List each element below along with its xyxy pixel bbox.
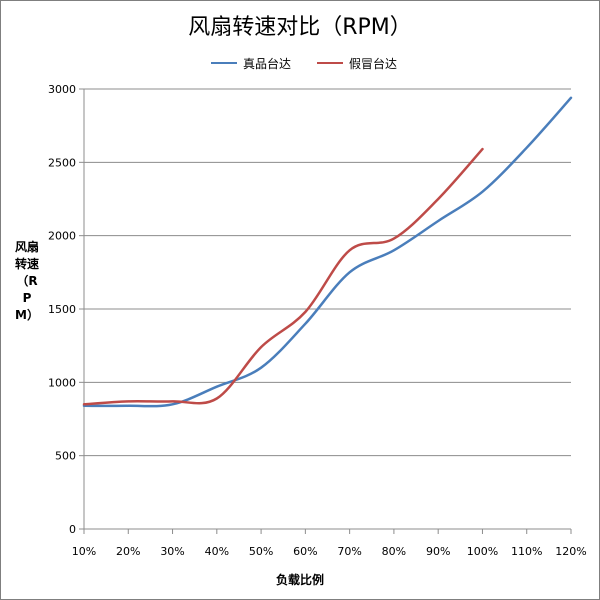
x-axis-label: 负载比例	[275, 573, 324, 587]
legend-label-series-2: 假冒台达	[349, 56, 398, 71]
x-tick-label: 120%	[555, 545, 586, 558]
x-tick-label: 110%	[511, 545, 542, 558]
legend-swatch-series-1	[211, 62, 237, 64]
y-tick-label: 2000	[48, 230, 76, 243]
y-tick-label: 500	[55, 450, 76, 463]
x-tick-label: 70%	[337, 545, 361, 558]
y-axis-label: 风扇转速（RPM）	[15, 240, 40, 322]
legend-item-series-1: 真品台达	[211, 55, 291, 72]
x-tick-label: 20%	[116, 545, 140, 558]
legend-label-series-1: 真品台达	[243, 56, 292, 71]
legend-swatch-series-2	[317, 62, 344, 64]
x-tick-label: 100%	[467, 545, 498, 558]
chart-legend: 真品台达 假冒台达	[211, 54, 397, 72]
y-tick-label: 0	[69, 523, 76, 536]
x-tick-label: 50%	[249, 545, 273, 558]
x-tick-label: 90%	[426, 545, 450, 558]
series-line-2	[82, 147, 484, 406]
x-tick-label: 10%	[72, 545, 96, 558]
y-tick-label: 2500	[48, 156, 76, 169]
x-tick-label: 40%	[205, 545, 229, 558]
y-tick-label: 1500	[48, 303, 76, 316]
series-line-1	[82, 96, 573, 408]
x-tick-label: 60%	[293, 545, 317, 558]
legend-item-series-2: 假冒台达	[317, 55, 397, 72]
y-tick-label: 1000	[48, 376, 76, 389]
chart-title: 风扇转速对比（RPM）	[188, 15, 412, 40]
x-tick-label: 80%	[382, 545, 406, 558]
x-tick-label: 30%	[160, 545, 184, 558]
y-tick-label: 3000	[48, 83, 76, 96]
